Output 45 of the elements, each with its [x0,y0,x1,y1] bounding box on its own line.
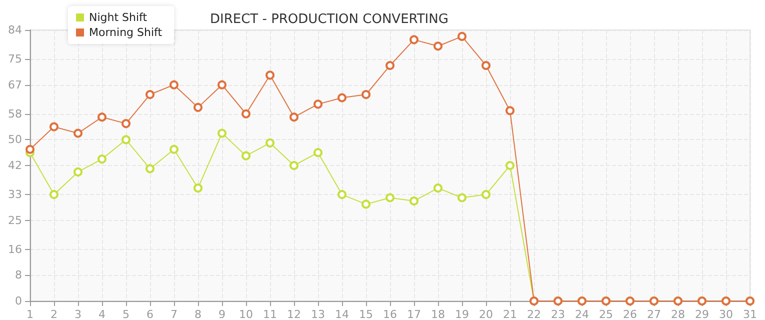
x-tick-label: 5 [122,308,130,320]
x-tick-label: 30 [719,308,733,320]
y-tick-label: 84 [8,24,22,36]
y-tick-label: 16 [8,242,22,256]
x-tick-label: 28 [671,308,685,320]
x-tick-label: 6 [146,308,154,320]
y-tick-label: 67 [8,78,22,92]
x-tick-label: 18 [431,308,445,320]
y-tick-label: 25 [8,214,22,227]
y-tick-label: 42 [8,159,22,172]
x-tick-label: 13 [311,308,325,320]
x-tick-label: 1 [26,308,34,320]
x-tick-label: 11 [263,308,277,320]
x-tick-label: 3 [74,308,82,320]
x-tick-label: 10 [239,308,253,320]
x-tick-label: 2 [50,308,58,320]
legend-label: Morning Shift [89,26,163,39]
x-tick-label: 22 [527,308,541,320]
x-tick-label: 12 [287,308,301,320]
x-tick-label: 26 [623,308,637,320]
y-tick-label: 33 [8,188,22,202]
x-tick-label: 27 [647,308,661,320]
x-tick-label: 25 [599,308,613,320]
y-tick-label: 0 [15,294,22,308]
x-tick-label: 7 [170,308,178,320]
x-tick-label: 4 [98,308,106,320]
x-tick-label: 31 [743,308,757,320]
x-tick-label: 16 [383,308,397,320]
x-tick-label: 8 [194,308,202,320]
x-tick-label: 20 [479,308,493,320]
x-tick-label: 15 [359,308,373,320]
x-tick-label: 19 [455,308,469,320]
y-tick-label: 75 [8,52,22,66]
x-tick-label: 14 [335,308,349,320]
x-tick-label: 29 [695,308,709,320]
y-tick-label: 58 [8,107,22,120]
x-tick-label: 9 [218,308,226,320]
y-tick-label: 8 [15,268,22,282]
y-tick-label: 50 [8,133,22,146]
x-tick-label: 21 [503,308,517,320]
x-tick-label: 24 [575,308,589,320]
x-tick-label: 23 [551,308,565,320]
legend-label: Night Shift [89,11,148,24]
x-tick-label: 17 [407,308,421,320]
chart-title: DIRECT - PRODUCTION CONVERTING [210,12,448,27]
